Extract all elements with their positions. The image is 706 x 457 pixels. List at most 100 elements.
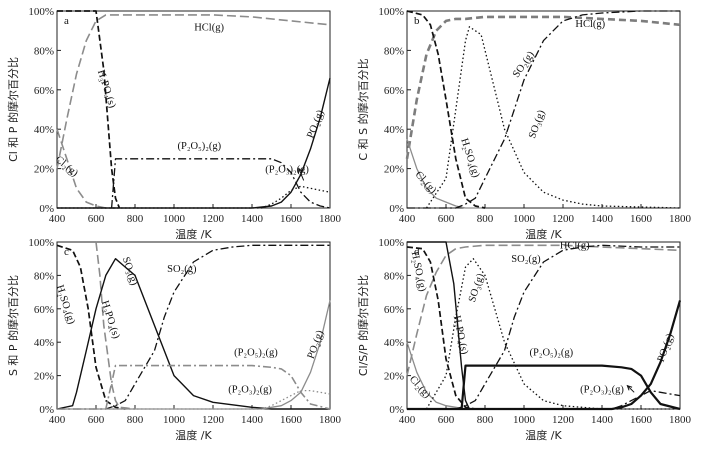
y-tick-label: 0% [389, 404, 404, 416]
series-line-h2so4-g- [56, 244, 126, 410]
series-annotation: PO₂(g) [656, 332, 677, 364]
x-tick-label: 1400 [241, 414, 264, 426]
series-annotation: H₂SO₄(g) [458, 137, 481, 179]
series-annotation: H₂SO₄(g) [409, 251, 428, 293]
series-annotation: PO₂(g) [306, 329, 327, 361]
x-tick-label: 600 [438, 213, 455, 225]
panel-letter: a [64, 15, 69, 27]
y-tick-label: 100% [28, 6, 54, 18]
x-tick-label: 1800 [319, 414, 342, 426]
x-axis-title: 温度 /K [175, 428, 212, 442]
y-tick-label: 60% [384, 85, 404, 97]
x-tick-label: 1600 [280, 213, 303, 225]
series-line--p2o5-2-g- [460, 364, 681, 411]
series-line-so3-g- [425, 26, 681, 209]
y-axis-title: Cl 和 P 的摩尔百分比 [6, 57, 20, 162]
x-tick-label: 1200 [202, 213, 225, 225]
plot-frame [406, 241, 681, 410]
x-tick-label: 600 [88, 414, 105, 426]
series-line-po2-g- [57, 77, 331, 209]
plot-frame [406, 10, 681, 209]
series-annotation: (P₂O₃)₂(g) [265, 165, 309, 176]
y-tick-label: 40% [34, 124, 54, 136]
x-tick-label: 1400 [591, 213, 614, 225]
panel-letter: c [64, 246, 69, 258]
y-tick-label: 40% [384, 124, 404, 136]
series-line-so2-g- [57, 244, 330, 410]
x-tick-label: 1600 [280, 414, 303, 426]
y-tick-label: 40% [34, 337, 54, 349]
series-annotation: HCl(g) [575, 19, 605, 30]
series-line-h3po4-s- [407, 241, 471, 410]
series-annotation: SO₃(g) [467, 272, 487, 304]
x-tick-label: 400 [399, 414, 416, 426]
y-axis-title: S 和 P 的摩尔百分比 [6, 275, 20, 376]
x-tick-label: 800 [127, 213, 144, 225]
y-tick-label: 80% [384, 270, 404, 282]
series-annotation: PO₂(g) [305, 108, 326, 140]
plot-frame [56, 10, 331, 209]
x-tick-label: 600 [88, 213, 105, 225]
x-tick-label: 1800 [669, 414, 692, 426]
series-annotation: H₃PO₄(s) [451, 315, 470, 356]
annotation-arrow [627, 385, 635, 393]
chart-panel-a: 0% 20% 40% 60% 80% 100% 400 600 800 1000 1200 1400 1… [6, 6, 342, 241]
y-tick-label: 20% [384, 164, 404, 176]
series-line-hcl-g- [406, 244, 681, 376]
series-annotation: SO₃(g) [527, 108, 548, 140]
x-tick-label: 1200 [552, 414, 575, 426]
series-annotation: Cl₂(g) [413, 169, 439, 196]
series-annotation: SO₂(g) [511, 254, 541, 265]
series-line-cl2-g- [406, 138, 485, 209]
y-tick-label: 80% [384, 45, 404, 57]
x-tick-label: 1800 [319, 213, 342, 225]
series-annotation: H₃PO₄(s) [95, 69, 118, 110]
series-line--p2o3-2-g- [57, 389, 331, 410]
x-tick-label: 1600 [630, 414, 653, 426]
x-tick-label: 800 [477, 414, 494, 426]
x-tick-label: 1800 [669, 213, 692, 225]
series-annotation: (P₂O₅)₂(g) [529, 348, 573, 359]
series-annotation: HCl(g) [194, 23, 224, 34]
series-line-hcl-g- [56, 14, 331, 169]
y-tick-label: 20% [34, 164, 54, 176]
y-tick-label: 20% [34, 371, 54, 383]
x-tick-label: 1200 [552, 213, 575, 225]
y-axis-title: C 和 S 的摩尔百分比 [356, 58, 370, 160]
x-axis-title: 温度 /K [525, 428, 562, 442]
x-tick-label: 600 [438, 414, 455, 426]
series-annotation: HCl(g) [560, 241, 590, 252]
series-line-h3po4-s- [57, 10, 121, 209]
y-tick-label: 0% [389, 203, 404, 215]
y-tick-label: 60% [34, 85, 54, 97]
y-tick-label: 80% [34, 270, 54, 282]
series-annotation: SO₃(g) [120, 256, 140, 288]
y-tick-label: 100% [378, 237, 404, 249]
x-tick-label: 1400 [241, 213, 264, 225]
y-tick-label: 100% [28, 237, 54, 249]
series-annotation: (P₂O₃)₂(g) [580, 384, 624, 395]
x-tick-label: 1000 [163, 414, 186, 426]
x-tick-label: 800 [127, 414, 144, 426]
x-tick-label: 1400 [591, 414, 614, 426]
series-line-h2so4-g- [406, 246, 476, 410]
series-line--p2o5-2-g- [110, 158, 331, 209]
series-annotation: (P₂O₅)₂(g) [234, 348, 278, 359]
x-tick-label: 400 [49, 213, 66, 225]
y-tick-label: 20% [384, 371, 404, 383]
y-tick-label: 100% [378, 6, 404, 18]
series-line--p2o3-2-g- [407, 389, 681, 410]
y-tick-label: 0% [39, 203, 54, 215]
series-line-h3po4-s- [95, 241, 136, 410]
x-tick-label: 400 [399, 213, 416, 225]
series-line--p2o3-2-g- [57, 185, 331, 209]
y-tick-label: 80% [34, 45, 54, 57]
annotation-arrowhead [626, 384, 633, 391]
series-line-so2-g- [407, 10, 680, 209]
series-annotation: SO₂(g) [511, 49, 537, 80]
y-tick-label: 0% [39, 404, 54, 416]
chart-panel-c: 0% 20% 40% 60% 80% 100% 400 600 800 1000 1200 1400 1… [6, 237, 342, 442]
panel-letter: b [414, 15, 420, 27]
x-tick-label: 1600 [630, 213, 653, 225]
